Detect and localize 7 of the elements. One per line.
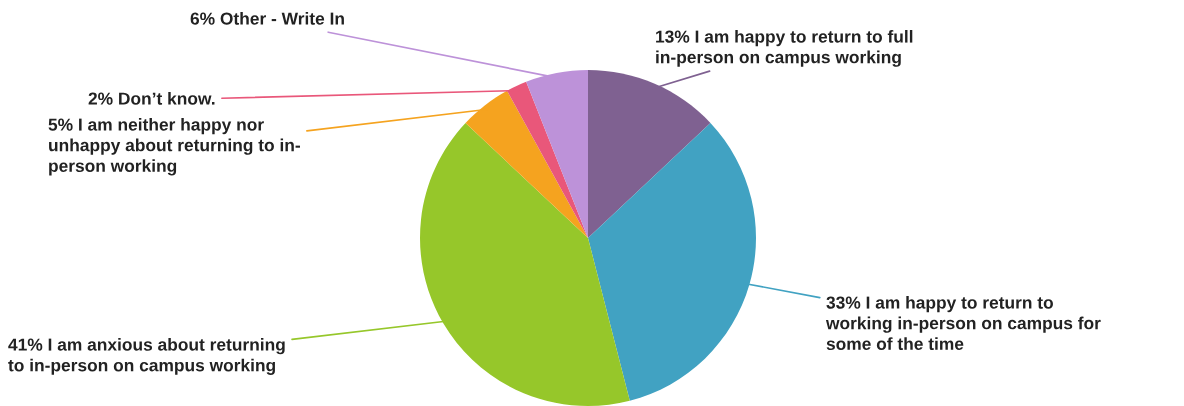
slice-label: 5% I am neither happy nor unhappy about returning to in- person working: [48, 118, 300, 176]
slice-label: 13% I am happy to return to full in-person on campus working: [656, 30, 913, 67]
slice-label: 41% I am anxious about returning to in-person on campus working: [8, 338, 285, 375]
pie-slice: [588, 70, 711, 238]
slice-label: 6% Other - Write In: [190, 12, 344, 25]
slice-label: 2% Don’t know.: [88, 92, 215, 105]
slice-label: 33% I am happy to return to working in-person on campus for some of the time: [825, 296, 1101, 350]
